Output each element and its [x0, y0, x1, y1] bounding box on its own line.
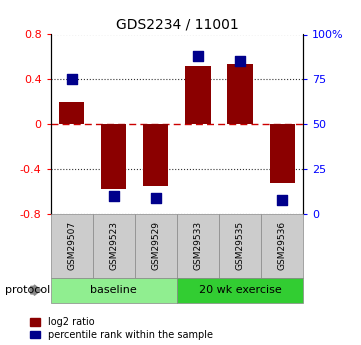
Text: GSM29533: GSM29533	[193, 221, 203, 270]
Text: baseline: baseline	[90, 285, 137, 295]
Text: 20 wk exercise: 20 wk exercise	[199, 285, 282, 295]
Point	[153, 195, 159, 200]
Bar	[270, 124, 295, 183]
Text: GSM29535: GSM29535	[236, 221, 244, 270]
Text: GSM29523: GSM29523	[109, 221, 118, 270]
Point	[69, 77, 74, 82]
Point	[237, 59, 243, 64]
Text: GSM29507: GSM29507	[67, 221, 76, 270]
Text: GSM29536: GSM29536	[278, 221, 287, 270]
Bar	[185, 66, 210, 124]
Bar	[59, 102, 84, 124]
Legend: log2 ratio, percentile rank within the sample: log2 ratio, percentile rank within the s…	[30, 317, 213, 340]
Bar	[101, 124, 126, 189]
Title: GDS2234 / 11001: GDS2234 / 11001	[116, 18, 238, 32]
Text: protocol: protocol	[5, 285, 51, 295]
Point	[279, 197, 285, 202]
Text: GSM29529: GSM29529	[151, 221, 160, 270]
Bar	[143, 124, 169, 186]
Point	[111, 193, 117, 199]
Point	[195, 53, 201, 59]
Bar	[227, 63, 253, 124]
